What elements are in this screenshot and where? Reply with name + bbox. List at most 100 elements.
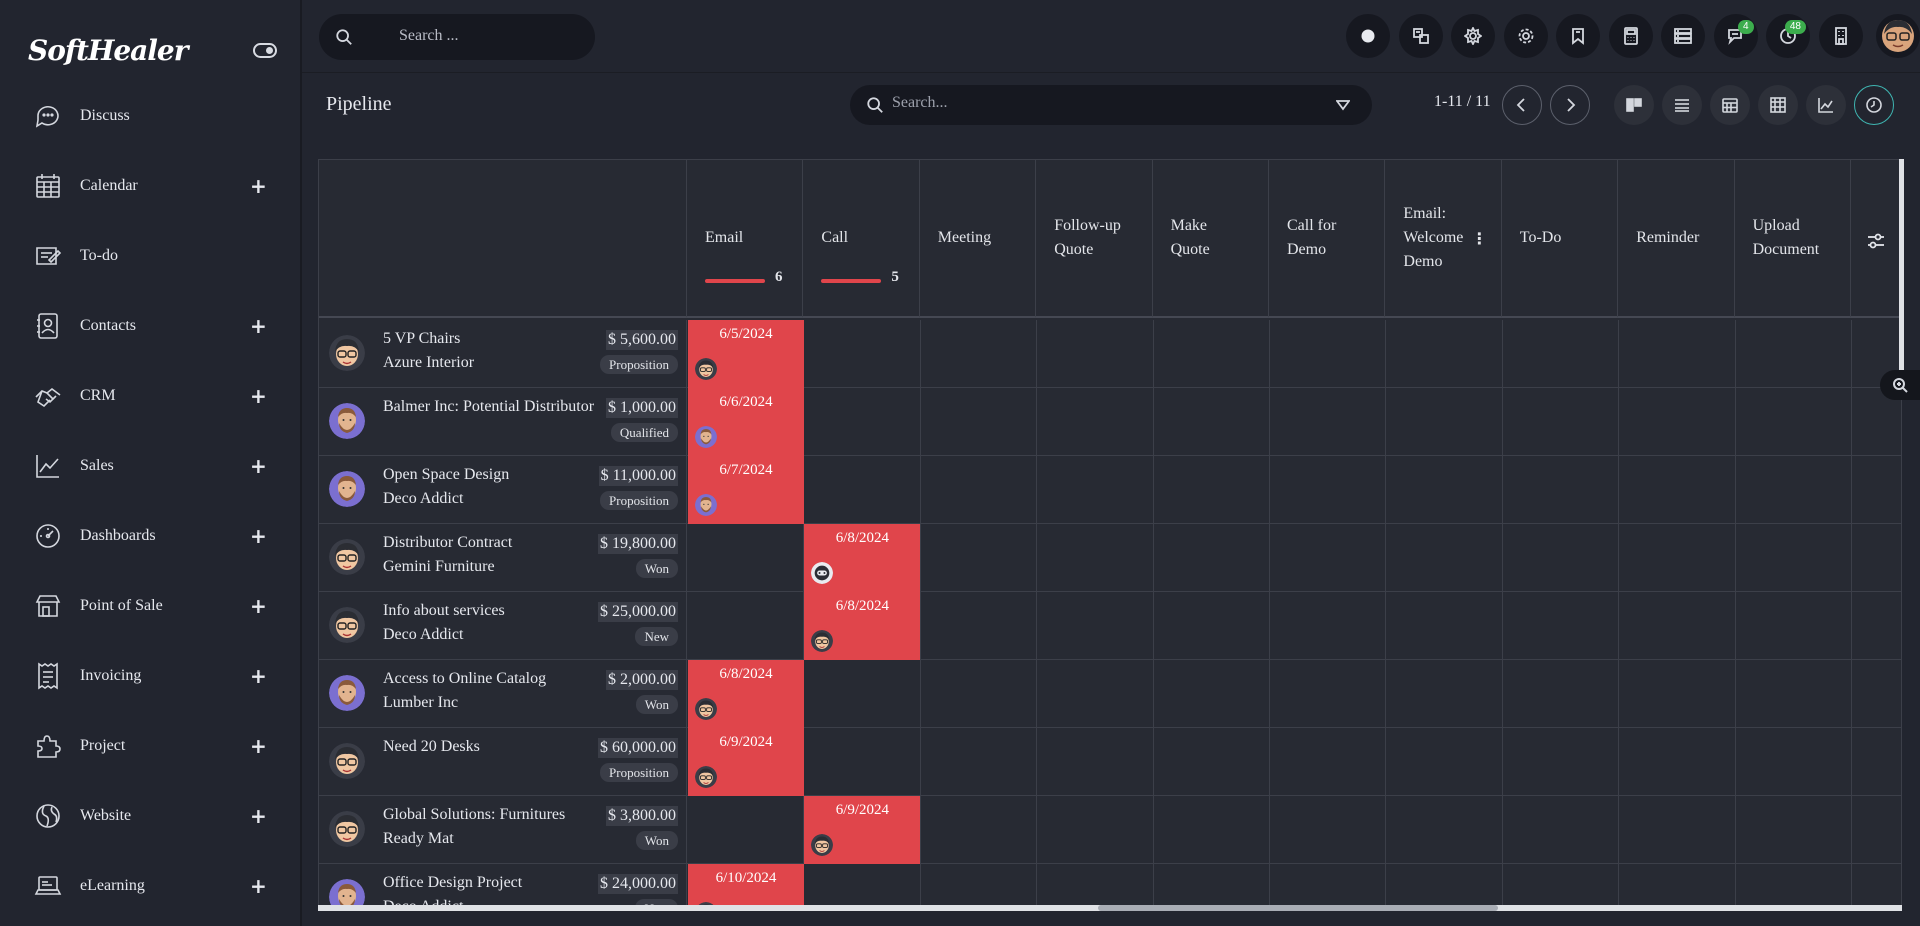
sidebar-item-sales[interactable]: Sales + (0, 436, 300, 496)
status-dot-button[interactable] (1346, 14, 1390, 58)
avatar (329, 335, 365, 371)
sidebar-item-project[interactable]: Project + (0, 716, 300, 776)
activity-clock-button[interactable]: 48 (1766, 14, 1810, 58)
column-header-meeting[interactable]: Meeting (919, 160, 1037, 318)
messages-button[interactable]: 4 (1713, 14, 1758, 58)
pager-next-button[interactable] (1550, 85, 1590, 125)
column-header-call[interactable]: Call 5 (803, 160, 920, 318)
activity-view-button[interactable] (1854, 85, 1894, 125)
opportunity-info[interactable]: Access to Online Catalog Lumber Inc $ 2,00… (319, 660, 687, 728)
add-dashboards-button[interactable]: + (250, 524, 267, 548)
sidebar-item-invoicing[interactable]: Invoicing + (0, 646, 300, 706)
column-header-email-welcome-demo[interactable]: Email: Welcome Demo ⋮ (1385, 160, 1502, 318)
translate-button[interactable] (1398, 14, 1443, 58)
activity-cell[interactable]: 6/10/2024 (688, 864, 804, 909)
opportunity-info[interactable]: Distributor Contract Gemini Furniture $ 19… (319, 524, 687, 592)
table-row[interactable]: Office Design Project Deco Addict $ 24,000… (319, 864, 1901, 909)
column-header-reminder[interactable]: Reminder (1618, 160, 1735, 318)
opportunity-info[interactable]: Info about services Deco Addict $ 25,000.0… (319, 592, 687, 660)
activity-cell[interactable]: 6/6/2024 (688, 388, 804, 456)
table-row[interactable]: Open Space Design Deco Addict $ 11,000.00 P… (319, 456, 1901, 524)
list-view-button[interactable] (1662, 85, 1702, 125)
column-menu-icon[interactable]: ⋮ (1471, 229, 1488, 248)
activity-cell[interactable]: 6/8/2024 (804, 592, 921, 660)
horizontal-scrollbar[interactable] (318, 905, 1902, 911)
opportunity-info[interactable]: Office Design Project Deco Addict $ 24,000… (319, 864, 687, 909)
pager-previous-button[interactable] (1502, 85, 1542, 125)
global-search-input[interactable]: Search ... (319, 14, 595, 60)
activity-cell[interactable]: 6/5/2024 (688, 320, 804, 388)
calculator-button[interactable] (1608, 14, 1653, 58)
table-row[interactable]: Balmer Inc: Potential Distributor $ 1,000… (319, 388, 1901, 456)
add-point-of-sale-button[interactable]: + (250, 594, 267, 618)
table-row[interactable]: 5 VP Chairs Azure Interior $ 5,600.00 Propo… (319, 320, 1901, 388)
bookmark-button[interactable] (1556, 14, 1600, 58)
table-row[interactable]: Distributor Contract Gemini Furniture $ 19… (319, 524, 1901, 592)
grid-divider (1851, 728, 1852, 796)
column-header-email[interactable]: Email 6 (687, 160, 804, 318)
globe-icon (34, 802, 62, 830)
list-icon (1675, 99, 1689, 112)
table-row[interactable]: Need 20 Desks $ 60,000.00 Proposition 6/9/2… (319, 728, 1901, 796)
activity-cell[interactable]: 6/9/2024 (688, 728, 804, 796)
table-row[interactable]: Access to Online Catalog Lumber Inc $ 2,00… (319, 660, 1901, 728)
horizontal-scrollbar-thumb[interactable] (1098, 905, 1498, 911)
avatar (693, 764, 719, 790)
filter-dropdown-icon[interactable] (1336, 99, 1350, 111)
avatar (329, 471, 365, 507)
add-contacts-button[interactable]: + (250, 314, 267, 338)
sidebar-item-crm[interactable]: CRM + (0, 366, 300, 426)
gear-button[interactable] (1503, 14, 1548, 58)
table-row[interactable]: Global Solutions: Furnitures Ready Mat $ 3… (319, 796, 1901, 864)
opportunity-info[interactable]: 5 VP Chairs Azure Interior $ 5,600.00 Propo… (319, 320, 687, 388)
column-header-to-do[interactable]: To-Do (1501, 160, 1619, 318)
sidebar-item-to-do[interactable]: To-do (0, 226, 300, 286)
settings-button[interactable] (1451, 14, 1495, 58)
add-invoicing-button[interactable]: + (250, 664, 267, 688)
kanban-view-button[interactable] (1614, 85, 1654, 125)
grid-divider (919, 320, 921, 388)
graph-view-button[interactable] (1806, 85, 1846, 125)
pager-value[interactable]: 1-11 / 11 (1434, 93, 1491, 110)
grid-divider (1851, 320, 1852, 388)
opportunity-info[interactable]: Need 20 Desks $ 60,000.00 Proposition (319, 728, 687, 796)
add-project-button[interactable]: + (250, 734, 267, 758)
column-header-follow-up-quote[interactable]: Follow-up Quote (1036, 160, 1153, 318)
opportunity-title: Balmer Inc: Potential Distributor (383, 398, 595, 415)
column-header-call-for-demo[interactable]: Call for Demo (1269, 160, 1386, 318)
sliders-icon[interactable] (1865, 230, 1887, 252)
sidebar-item-website[interactable]: Website + (0, 786, 300, 846)
opportunity-info[interactable]: Balmer Inc: Potential Distributor $ 1,000… (319, 388, 687, 456)
vertical-scrollbar[interactable] (1899, 159, 1904, 399)
table-row[interactable]: Info about services Deco Addict $ 25,000.0… (319, 592, 1901, 660)
server-button[interactable] (1661, 14, 1705, 58)
add-elearning-button[interactable]: + (250, 874, 267, 898)
column-header-upload-document[interactable]: Upload Document (1734, 160, 1851, 318)
theme-toggle-icon[interactable] (253, 43, 277, 58)
pivot-view-button[interactable] (1758, 85, 1798, 125)
sidebar-item-discuss[interactable]: Discuss (0, 86, 300, 146)
calendar-view-button[interactable] (1710, 85, 1750, 125)
activity-cell[interactable]: 6/8/2024 (688, 660, 804, 728)
opportunity-info[interactable]: Open Space Design Deco Addict $ 11,000.00 P… (319, 456, 687, 524)
add-crm-button[interactable]: + (250, 384, 267, 408)
activity-cell[interactable]: 6/8/2024 (804, 524, 921, 592)
activity-cell[interactable]: 6/7/2024 (688, 456, 804, 524)
sidebar-item-calendar[interactable]: Calendar + (0, 156, 300, 216)
building-button[interactable] (1818, 14, 1863, 58)
add-sales-button[interactable]: + (250, 454, 267, 478)
sidebar-item-point-of-sale[interactable]: Point of Sale + (0, 576, 300, 636)
grid-divider (1269, 592, 1270, 660)
add-calendar-button[interactable]: + (250, 174, 267, 198)
sidebar-item-dashboards[interactable]: Dashboards + (0, 506, 300, 566)
sidebar-item-elearning[interactable]: eLearning + (0, 856, 300, 916)
pipeline-search-input[interactable]: Search... (850, 85, 1372, 125)
user-avatar[interactable] (1876, 14, 1920, 58)
activity-cell[interactable]: 6/9/2024 (804, 796, 921, 864)
zoom-in-button[interactable] (1880, 370, 1920, 400)
column-header-make-quote[interactable]: Make Quote (1152, 160, 1269, 318)
add-website-button[interactable]: + (250, 804, 267, 828)
chevron-left-icon (1516, 98, 1525, 112)
sidebar-item-contacts[interactable]: Contacts + (0, 296, 300, 356)
opportunity-info[interactable]: Global Solutions: Furnitures Ready Mat $ 3… (319, 796, 687, 864)
